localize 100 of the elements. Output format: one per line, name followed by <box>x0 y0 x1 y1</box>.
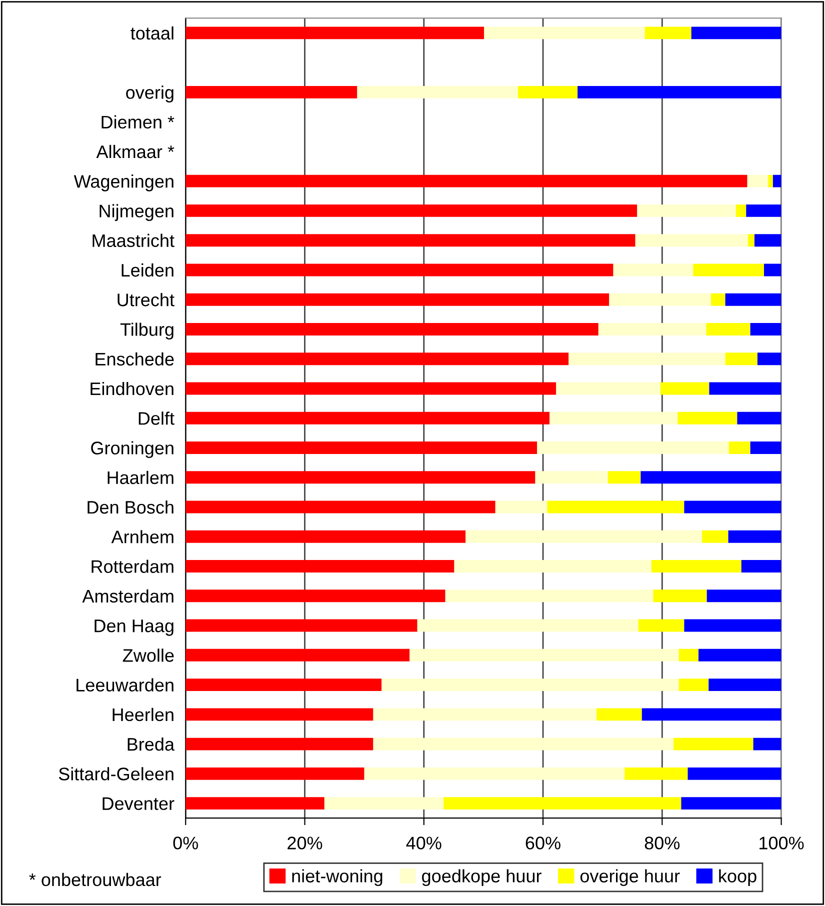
bar <box>186 738 374 750</box>
y-tick-label: Zwolle <box>122 648 174 662</box>
y-tick-label: Utrecht <box>118 293 174 306</box>
bar <box>466 530 702 543</box>
bar <box>364 767 625 780</box>
y-tick-label: Den Haag <box>94 620 174 636</box>
x-tick-label: 80% <box>644 836 680 850</box>
bar <box>568 352 726 366</box>
y-tick-label: Enschede <box>96 352 174 366</box>
bar <box>454 560 652 572</box>
y-tick-label: Alkmaar * <box>96 144 174 158</box>
bar <box>537 442 729 454</box>
y-tick-label: Den Bosch <box>88 500 174 514</box>
bar <box>186 648 410 662</box>
bar <box>737 412 782 424</box>
legend-label: niet-woning <box>292 869 382 886</box>
bar <box>637 204 736 217</box>
bar <box>725 293 782 306</box>
bar <box>357 86 518 98</box>
y-tick-label: Deventer <box>102 797 174 810</box>
y-tick-label: Tilburg <box>120 322 174 340</box>
bar <box>608 471 641 484</box>
y-tick-label: Haarlem <box>108 470 174 484</box>
bar <box>691 26 782 40</box>
bar <box>681 797 782 810</box>
bar <box>518 86 578 98</box>
bar <box>678 648 698 662</box>
y-tick-label: Arnhem <box>111 530 174 544</box>
bar <box>547 500 684 514</box>
bar <box>186 204 638 217</box>
bar <box>186 264 614 276</box>
bar <box>613 264 694 276</box>
x-tick-label: 100% <box>760 836 804 850</box>
bar <box>186 234 636 247</box>
y-tick-label: overig <box>126 86 174 102</box>
bar <box>660 382 710 395</box>
bar <box>495 500 548 514</box>
bar <box>186 530 466 543</box>
bar <box>186 174 748 188</box>
bar <box>706 590 782 602</box>
bar <box>635 234 748 247</box>
y-tick-label: Wageningen <box>74 174 174 192</box>
bar <box>186 293 610 306</box>
y-tick-label: Rotterdam <box>92 560 174 573</box>
x-tick-label: 60% <box>526 836 560 850</box>
text: * onbetrouwbaar <box>29 872 162 886</box>
y-tick-label: Leiden <box>122 263 174 277</box>
bar <box>768 174 773 188</box>
y-tick-label: Breda <box>128 738 175 751</box>
bar <box>373 738 674 750</box>
y-tick-label: Leeuwarden <box>76 678 174 692</box>
legend-label: koop <box>719 869 756 886</box>
bar <box>186 678 382 692</box>
bar <box>644 26 692 40</box>
y-tick-label: Eindhoven <box>90 382 174 396</box>
bar <box>382 678 679 692</box>
bar <box>725 352 758 366</box>
bar <box>638 619 684 632</box>
y-tick-label: Sittard-Geleen <box>58 767 174 780</box>
bar <box>186 500 496 514</box>
bar <box>684 500 782 514</box>
bar <box>747 174 768 188</box>
bar <box>186 442 538 454</box>
x-tick-label: 0% <box>173 836 198 850</box>
y-tick-label: Delft <box>138 412 174 425</box>
bar <box>753 738 782 750</box>
bar <box>445 590 654 602</box>
bar <box>684 619 782 632</box>
y-tick-label: Amsterdam <box>82 589 174 603</box>
y-tick-label: Diemen * <box>102 115 174 129</box>
x-tick-label: 40% <box>406 836 442 850</box>
bar <box>640 471 782 484</box>
bar <box>748 234 754 247</box>
bar <box>373 708 597 721</box>
bar <box>609 293 711 306</box>
bar <box>624 767 688 780</box>
bar <box>688 767 782 780</box>
bar <box>186 560 454 572</box>
bar <box>642 708 782 721</box>
legend-label: goedkope huur <box>422 869 542 886</box>
bar <box>186 797 324 810</box>
bar <box>757 352 782 366</box>
bar <box>550 412 678 424</box>
bar <box>186 767 364 780</box>
bar <box>556 382 660 395</box>
bar <box>698 648 782 662</box>
bar <box>710 293 726 306</box>
bar <box>535 471 608 484</box>
bar <box>444 797 682 810</box>
bar <box>417 619 638 632</box>
bar <box>693 264 764 276</box>
bar <box>186 708 374 721</box>
bar <box>578 86 782 98</box>
bar <box>750 442 782 454</box>
bar <box>186 382 556 395</box>
bar <box>186 619 418 632</box>
y-tick-label: Heerlen <box>112 708 174 722</box>
bar <box>750 323 782 336</box>
bar <box>728 530 782 543</box>
bar <box>484 26 645 40</box>
